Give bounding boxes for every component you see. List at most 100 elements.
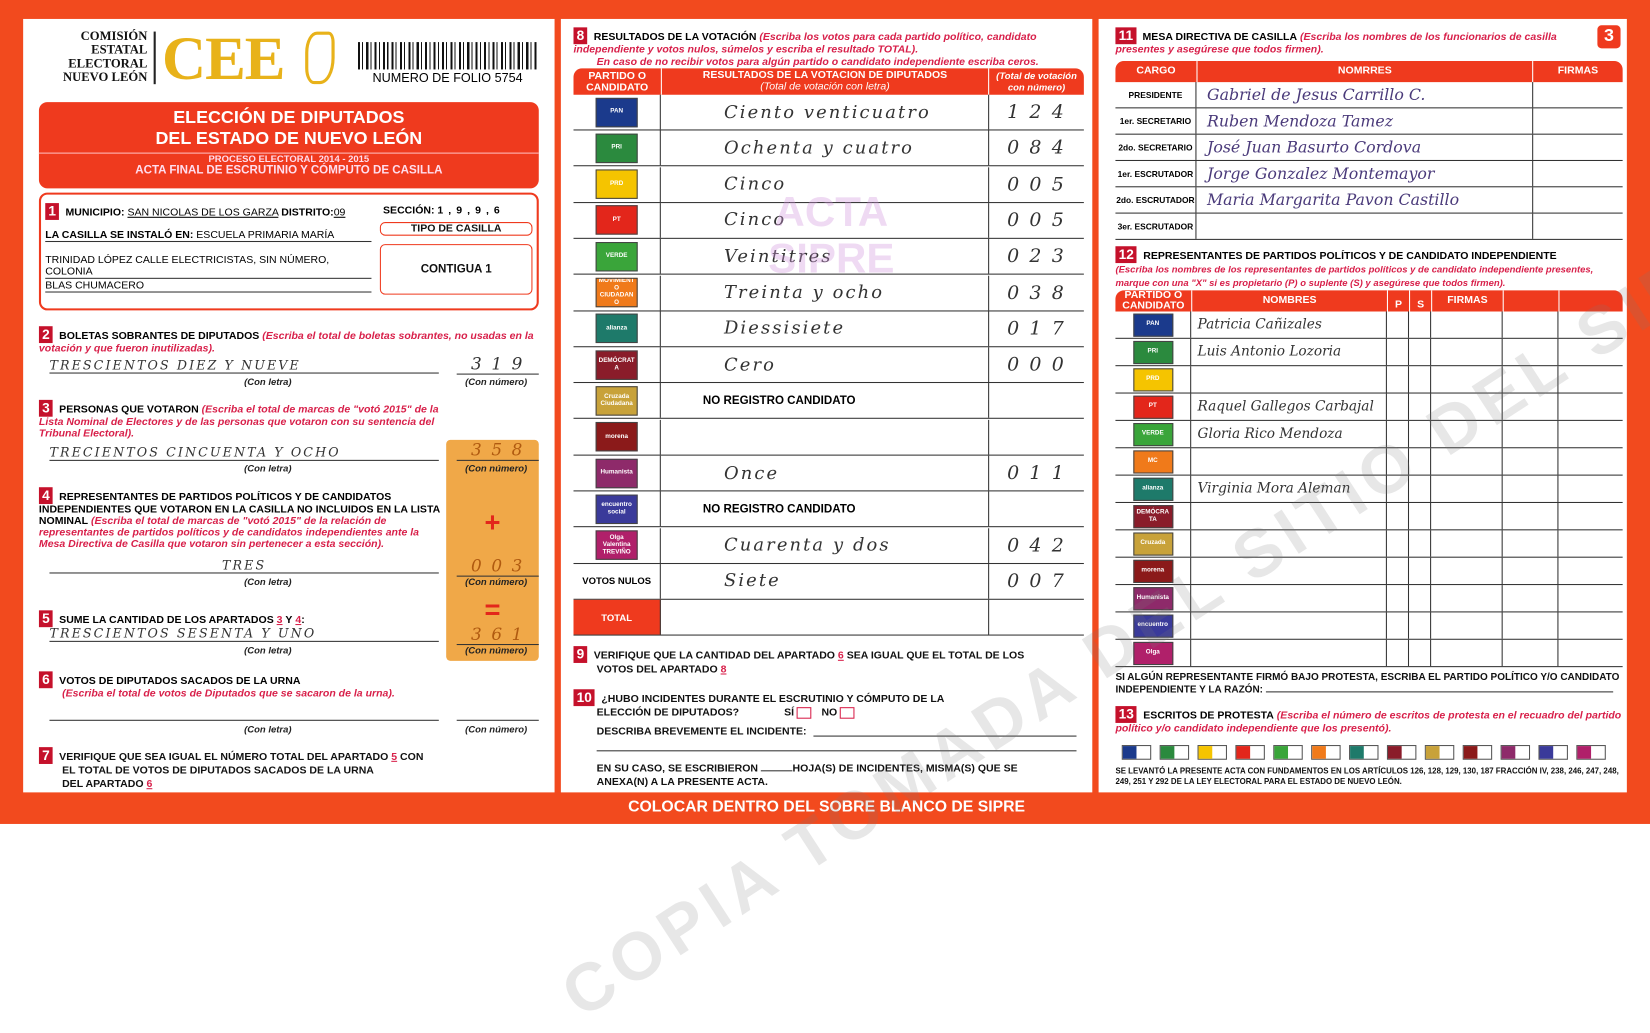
votes-letra-field[interactable]: Cinco [661,202,990,238]
firma-field[interactable] [1431,448,1503,475]
protest-count-field[interactable] [1591,746,1605,759]
votes-numero-field[interactable]: 0 8 4 [1007,137,1066,160]
protest-box[interactable] [1538,745,1568,760]
protest-box[interactable] [1500,745,1531,760]
protest-box[interactable] [1159,745,1190,760]
s-checkbox[interactable] [1409,366,1432,393]
firma-field[interactable] [1431,530,1503,557]
p-checkbox[interactable] [1387,338,1410,366]
extra-field[interactable] [1558,612,1614,638]
letra-field[interactable]: TRESCIENTOS DIEZ Y NUEVE [49,358,439,374]
protest-count-field[interactable] [1364,746,1378,759]
extra-field[interactable] [1503,420,1559,448]
firma-field[interactable] [1431,393,1503,420]
sheets-count-field[interactable] [760,770,793,772]
protest-count-field[interactable] [1477,746,1491,759]
extra-field[interactable] [1558,421,1614,447]
protest-count-field[interactable] [1402,746,1416,759]
extra-field[interactable] [1503,311,1559,338]
nombre-field[interactable] [1191,366,1387,393]
numero-field[interactable] [456,719,539,721]
votes-numero-field[interactable] [989,420,1084,455]
letra-field[interactable]: TRECIENTOS CINCUENTA Y OCHO [49,445,439,461]
nombre-field[interactable]: José Juan Basurto Cordova [1196,134,1534,160]
s-checkbox[interactable] [1409,557,1432,585]
letra-field[interactable]: TRES [49,558,439,574]
votes-numero-field[interactable]: 0 1 7 [1007,317,1066,340]
extra-field[interactable] [1503,448,1559,475]
protest-count-field[interactable] [1250,746,1264,759]
votes-letra-field[interactable]: Diessisiete [661,311,990,346]
s-checkbox[interactable] [1409,420,1432,448]
votes-letra-field[interactable]: Cuarenta y dos [661,527,990,563]
votes-letra-field[interactable] [661,419,990,455]
p-checkbox[interactable] [1387,530,1410,557]
firma-field[interactable] [1431,366,1503,393]
extra-field[interactable] [1503,612,1559,639]
nombre-field[interactable] [1191,557,1387,585]
protest-box[interactable] [1424,745,1455,760]
votes-numero-field[interactable]: 0 3 8 [1007,281,1066,304]
p-checkbox[interactable] [1387,420,1410,448]
p-checkbox[interactable] [1387,475,1410,502]
p-checkbox[interactable] [1387,448,1410,475]
numero-field[interactable]: 3 5 8 [456,440,539,461]
votes-numero-field[interactable] [989,383,1084,418]
firma-field[interactable] [1431,420,1503,448]
extra-field[interactable] [1558,530,1614,556]
nombre-field[interactable] [1191,612,1387,639]
nombre-field[interactable]: Patricia Cañizales [1191,311,1387,338]
votes-numero-field[interactable]: 0 1 1 [1007,461,1066,485]
nombre-field[interactable]: Ruben Mendoza Tamez [1196,108,1534,134]
protest-box[interactable] [1349,745,1379,760]
votes-numero-field[interactable]: 0 4 2 [1007,534,1066,557]
protest-count-field[interactable] [1136,746,1150,759]
extra-field[interactable] [1503,338,1559,366]
votes-numero-field[interactable]: 0 0 5 [1007,173,1066,196]
s-checkbox[interactable] [1409,585,1432,612]
firma-field[interactable] [1431,311,1503,338]
nombre-field[interactable]: Gloria Rico Mendoza [1191,420,1387,448]
firma-field[interactable] [1533,108,1622,133]
nombre-field[interactable]: Jorge Gonzalez Montemayor [1196,161,1534,187]
p-checkbox[interactable] [1387,502,1410,530]
protest-box[interactable] [1197,745,1227,760]
votes-letra-field[interactable]: Veintitres [661,239,990,274]
s-checkbox[interactable] [1409,393,1432,420]
nombre-field[interactable]: Virginia Mora Aleman [1191,475,1387,502]
protest-count-field[interactable] [1553,746,1567,759]
s-checkbox[interactable] [1409,530,1432,557]
extra-field[interactable] [1558,476,1614,502]
protest-count-field[interactable] [1174,746,1188,759]
votes-letra-field[interactable]: Cero [661,347,990,383]
firma-field[interactable] [1533,214,1622,239]
no-checkbox[interactable] [839,706,855,719]
p-checkbox[interactable] [1387,366,1410,393]
extra-field[interactable] [1558,558,1614,584]
votes-numero-field[interactable]: 1 2 4 [1007,101,1066,124]
extra-field[interactable] [1558,640,1614,666]
letra-field[interactable] [49,719,439,721]
nombre-field[interactable]: Gabriel de Jesus Carrillo C. [1196,82,1534,108]
votes-letra-field[interactable]: Treinta y ocho [661,275,990,310]
nombre-field[interactable] [1196,213,1534,239]
p-checkbox[interactable] [1387,311,1410,338]
firma-field[interactable] [1431,639,1503,667]
nombre-field[interactable]: Raquel Gallegos Carbajal [1191,393,1387,420]
nombre-field[interactable] [1191,502,1387,530]
protest-box[interactable] [1386,745,1417,760]
nombre-field[interactable] [1191,639,1387,667]
protest-count-field[interactable] [1212,746,1226,759]
firma-field[interactable] [1431,612,1503,639]
nombre-field[interactable] [1191,530,1387,557]
numero-field[interactable]: 0 0 3 [456,556,539,577]
protest-count-field[interactable] [1440,746,1454,759]
votes-letra-field[interactable]: Ciento venticuatro [661,94,990,130]
p-checkbox[interactable] [1387,393,1410,420]
nombre-field[interactable] [1191,448,1387,475]
votes-letra-field[interactable]: Ochenta y cuatro [661,130,990,166]
extra-field[interactable] [1503,502,1559,530]
votes-letra-field[interactable]: NO REGISTRO CANDIDATO [661,491,990,527]
p-checkbox[interactable] [1387,639,1410,667]
protest-box[interactable] [1576,745,1606,760]
